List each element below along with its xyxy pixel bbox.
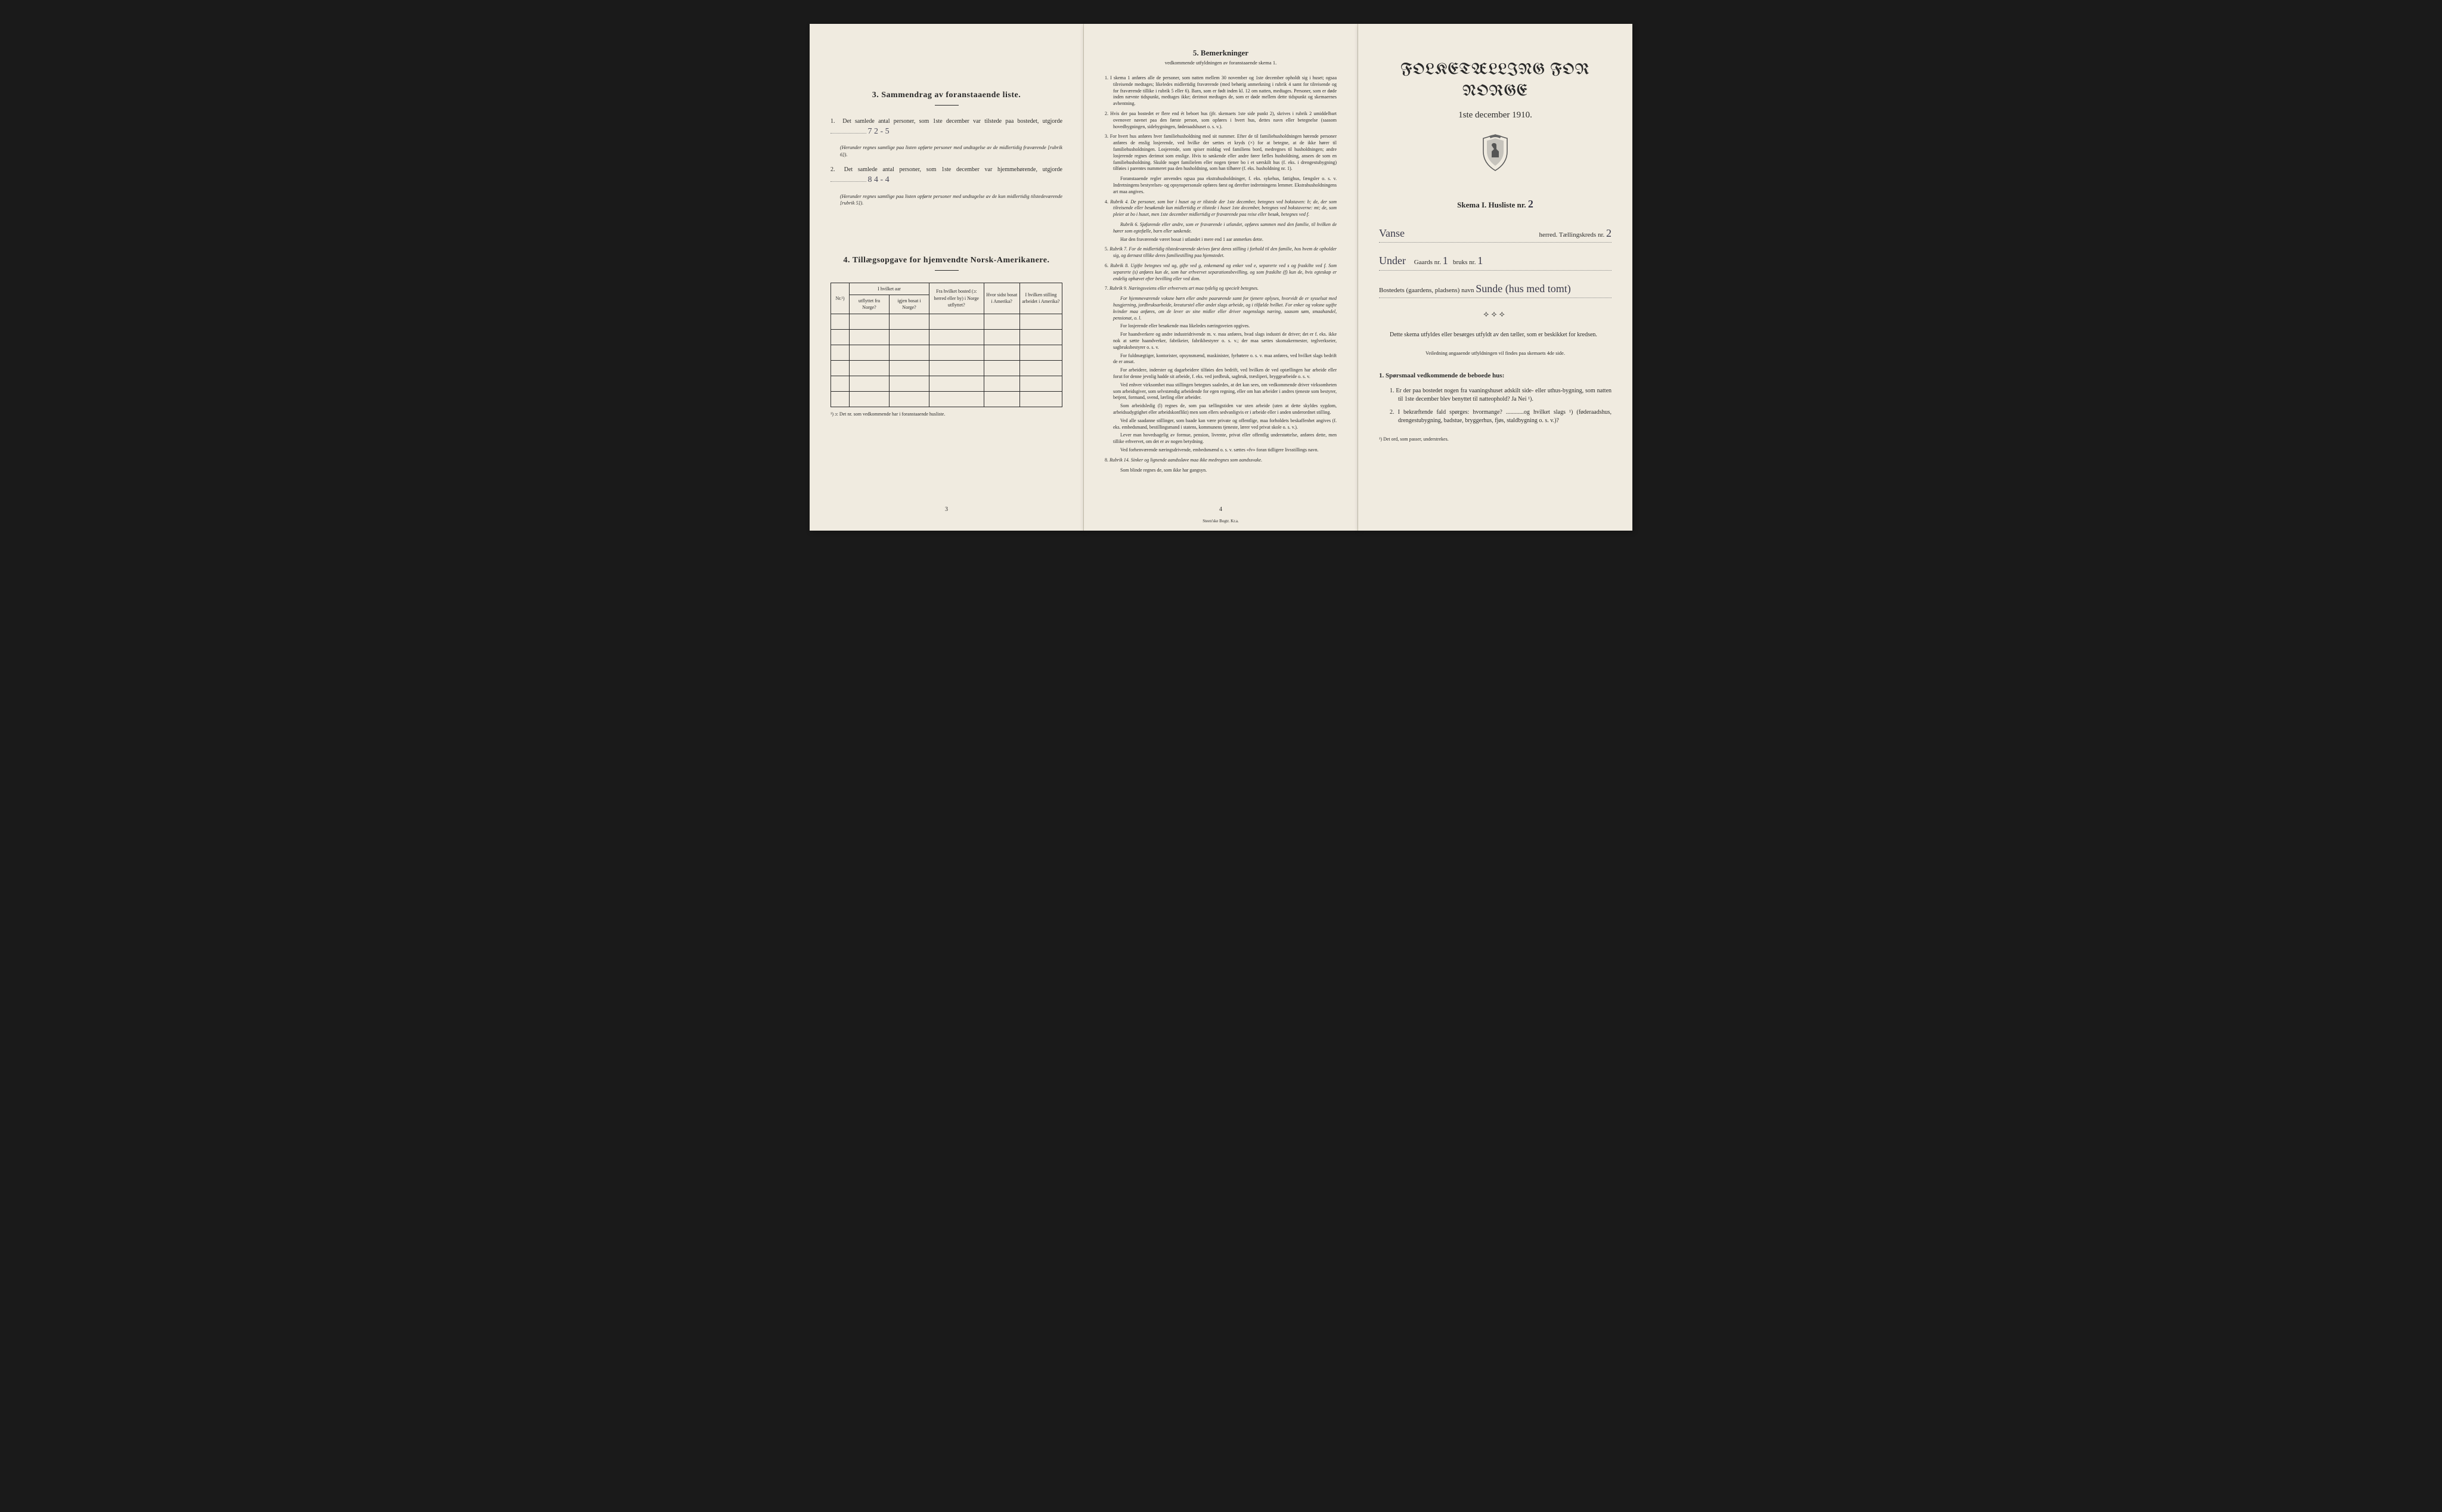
remark-9d: For fuldmægtiger, kontorister, opsynsmæn… bbox=[1113, 353, 1337, 366]
remark-2: 2. Hvis der paa bostedet er flere end ét… bbox=[1105, 111, 1337, 130]
remark-9e: For arbeidere, inderster og dagarbeidere… bbox=[1113, 367, 1337, 380]
herred-handwritten: Vanse bbox=[1379, 227, 1405, 239]
th-year-back: igjen bosat i Norge? bbox=[890, 295, 929, 314]
under-handwritten: Under bbox=[1379, 255, 1406, 267]
table-row bbox=[831, 391, 1062, 407]
table-row bbox=[831, 329, 1062, 345]
section-3-rule bbox=[935, 105, 959, 106]
fill-instruction: Dette skema utfyldes eller besørges utfy… bbox=[1379, 331, 1612, 339]
item-1-handwritten: 7 2 - 5 bbox=[868, 127, 890, 136]
item-number: 1. bbox=[830, 117, 839, 126]
census-title: FOLKETÆLLING FOR NORGE bbox=[1379, 60, 1612, 103]
item-2-handwritten: 8 4 - 4 bbox=[868, 175, 890, 184]
herred-line: Vanse herred. Tællingskreds nr. 2 bbox=[1379, 226, 1612, 243]
emigrant-table: Nr.¹) I hvilket aar Fra hvilket bosted (… bbox=[830, 283, 1062, 407]
question-2: 2. I bekræftende fald spørges: hvormange… bbox=[1390, 408, 1612, 425]
remark-9f: Ved enhver virksomhet maa stillingen bet… bbox=[1113, 382, 1337, 401]
page-number-3: 3 bbox=[810, 506, 1083, 514]
th-where: Hvor sidst bosat i Amerika? bbox=[984, 283, 1019, 314]
th-nr: Nr.¹) bbox=[831, 283, 850, 314]
remark-9c: For haandverkere og andre industridriven… bbox=[1113, 331, 1337, 351]
husliste-nr-handwritten: 2 bbox=[1528, 198, 1533, 210]
remark-7: 5. Rubrik 7. For de midlertidig tilstede… bbox=[1105, 246, 1337, 259]
remark-9j: Ved forhenværende næringsdrivende, embed… bbox=[1113, 447, 1337, 454]
question-1: 1. Er der paa bostedet nogen fra vaaning… bbox=[1390, 387, 1612, 404]
page-3: 3. Sammendrag av foranstaaende liste. 1.… bbox=[810, 24, 1084, 531]
remark-6: Rubrik 6. Sjøfarende eller andre, som er… bbox=[1113, 222, 1337, 235]
remark-8: 6. Rubrik 8. Ugifte betegnes ved ug, gif… bbox=[1105, 263, 1337, 282]
th-year-out: utflyttet fra Norge? bbox=[850, 295, 890, 314]
remark-14: 8. Rubrik 14. Sinker og lignende aandssl… bbox=[1105, 457, 1337, 464]
item-number: 2. bbox=[830, 166, 839, 174]
kreds-nr-handwritten: 2 bbox=[1606, 227, 1612, 239]
section-4-rule bbox=[935, 270, 959, 271]
th-year-group: I hvilket aar bbox=[850, 283, 929, 295]
item-1-note: (Herunder regnes samtlige paa listen opf… bbox=[840, 144, 1062, 159]
remark-9g: Som arbeidsledig (l) regnes de, som paa … bbox=[1113, 403, 1337, 416]
gaards-line: Under Gaards nr. 1 bruks nr. 1 bbox=[1379, 253, 1612, 270]
remark-6b: Har den fraværende været bosat i utlande… bbox=[1113, 237, 1337, 243]
summary-item-1: 1. Det samlede antal personer, som 1ste … bbox=[830, 117, 1062, 138]
table-row bbox=[831, 314, 1062, 329]
ornament-icon: ⟡⟡⟡ bbox=[1379, 309, 1612, 321]
table-row bbox=[831, 345, 1062, 360]
remark-4: 4. Rubrik 4. De personer, som bor i huse… bbox=[1105, 199, 1337, 218]
remark-9b: For losjerende eller besøkende maa likel… bbox=[1113, 323, 1337, 330]
bosted-handwritten: Sunde (hus med tomt) bbox=[1476, 283, 1571, 295]
remark-9a: For hjemmeværende voksne børn eller andr… bbox=[1113, 296, 1337, 321]
census-date: 1ste december 1910. bbox=[1379, 109, 1612, 122]
remark-1: 1. I skema 1 anføres alle de personer, s… bbox=[1105, 75, 1337, 107]
document-wrapper: 3. Sammendrag av foranstaaende liste. 1.… bbox=[798, 0, 1644, 554]
summary-item-2: 2. Det samlede antal personer, som 1ste … bbox=[830, 166, 1062, 186]
table-row bbox=[831, 376, 1062, 391]
page-4: 5. Bemerkninger vedkommende utfyldningen… bbox=[1084, 24, 1358, 531]
remark-9: 7. Rubrik 9. Næringsveiens eller erhverv… bbox=[1105, 286, 1337, 292]
remark-14b: Som blinde regnes de, som ikke har gangs… bbox=[1113, 467, 1337, 474]
remarks-subtitle: vedkommende utfyldningen av foranstaaend… bbox=[1105, 60, 1337, 67]
skema-line: Skema I. Husliste nr. 2 bbox=[1379, 197, 1612, 212]
section-3-title: 3. Sammendrag av foranstaaende liste. bbox=[830, 89, 1062, 101]
remark-3: 3. For hvert hus anføres hver familiehus… bbox=[1105, 134, 1337, 172]
item-1-text: Det samlede antal personer, som 1ste dec… bbox=[842, 118, 1062, 125]
remark-3b: Foranstaaende regler anvendes ogsaa paa … bbox=[1113, 176, 1337, 195]
remark-9h: Ved alle saadanne stillinger, som baade … bbox=[1113, 418, 1337, 431]
table-row bbox=[831, 360, 1062, 376]
remark-9i: Lever man hovedsagelig av formue, pensio… bbox=[1113, 432, 1337, 445]
right-footnote: ¹) Det ord, som passer, understrekes. bbox=[1379, 436, 1612, 442]
table-footnote: ¹) ɔ: Det nr. som vedkommende har i fora… bbox=[830, 411, 1062, 417]
questions-title: 1. Spørsmaal vedkommende de beboede hus: bbox=[1379, 371, 1612, 380]
printer-note: Steen'ske Bogtr. Kr.a. bbox=[1084, 519, 1358, 525]
bruks-nr-handwritten: 1 bbox=[1477, 255, 1483, 267]
coat-of-arms-icon bbox=[1379, 134, 1612, 182]
bosted-line: Bostedets (gaardens, pladsens) navn Sund… bbox=[1379, 281, 1612, 298]
item-2-note: (Herunder regnes samtlige paa listen opf… bbox=[840, 193, 1062, 207]
th-from: Fra hvilket bosted (ɔ: herred eller by) … bbox=[929, 283, 984, 314]
item-2-text: Det samlede antal personer, som 1ste dec… bbox=[844, 166, 1062, 173]
section-4-title: 4. Tillægsopgave for hjemvendte Norsk-Am… bbox=[830, 255, 1062, 267]
gaards-nr-handwritten: 1 bbox=[1443, 255, 1448, 267]
page-1-cover: FOLKETÆLLING FOR NORGE 1ste december 191… bbox=[1358, 24, 1632, 531]
fill-instruction-sub: Veiledning angaaende utfyldningen vil fi… bbox=[1379, 350, 1612, 357]
page-number-4: 4 bbox=[1084, 506, 1358, 514]
th-job: I hvilken stilling arbeidet i Amerika? bbox=[1019, 283, 1062, 314]
remarks-title: 5. Bemerkninger bbox=[1105, 48, 1337, 58]
